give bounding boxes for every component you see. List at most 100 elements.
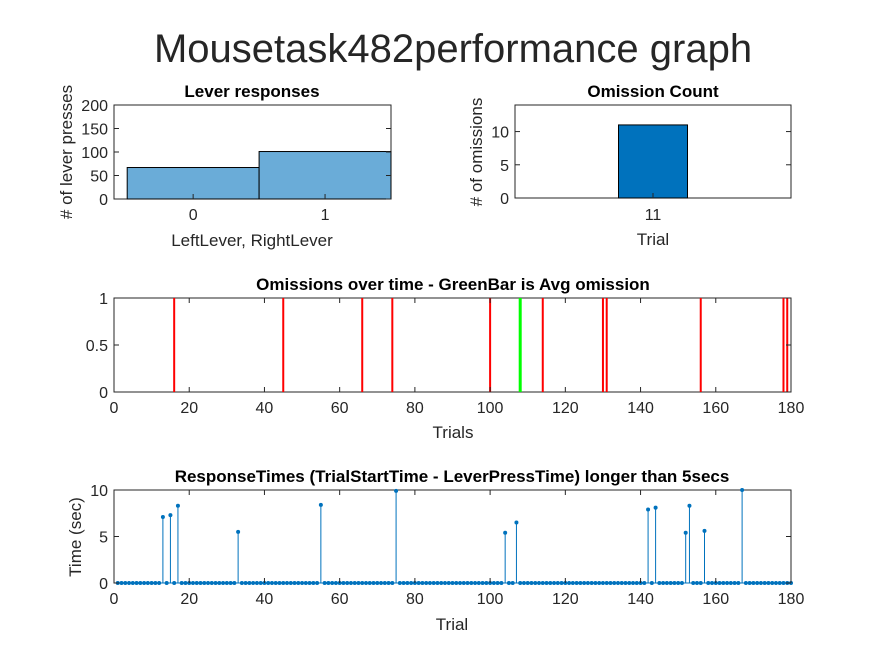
response-point bbox=[642, 581, 647, 585]
response-point bbox=[773, 581, 778, 585]
response-point bbox=[683, 530, 688, 535]
response-point bbox=[634, 581, 639, 585]
response-point bbox=[544, 581, 549, 585]
response-point bbox=[702, 528, 707, 533]
omission-count-title: Omission Count bbox=[587, 82, 719, 101]
response-point bbox=[127, 581, 132, 585]
response-point bbox=[717, 581, 722, 585]
response-point bbox=[382, 581, 387, 585]
response-point bbox=[446, 581, 451, 585]
lever-y-tick-label: 100 bbox=[81, 145, 108, 162]
response-point bbox=[266, 581, 271, 585]
response-times-x-tick-label: 160 bbox=[702, 591, 729, 608]
lever-bar bbox=[258, 151, 392, 200]
response-point bbox=[183, 581, 188, 585]
response-point bbox=[777, 581, 782, 585]
response-point bbox=[469, 581, 474, 585]
response-point bbox=[149, 581, 154, 585]
lever-x-tick-label: 0 bbox=[189, 207, 198, 224]
response-point bbox=[668, 581, 673, 585]
response-point bbox=[258, 581, 263, 585]
response-point bbox=[589, 581, 594, 585]
response-point bbox=[506, 581, 511, 585]
response-point bbox=[394, 488, 399, 493]
response-point bbox=[330, 581, 335, 585]
response-point bbox=[371, 581, 376, 585]
response-point bbox=[540, 581, 545, 585]
response-point bbox=[567, 581, 572, 585]
response-point bbox=[679, 581, 684, 585]
response-times-y-tick-label: 0 bbox=[99, 576, 108, 593]
response-point bbox=[537, 581, 542, 585]
response-point bbox=[386, 581, 391, 585]
response-point bbox=[476, 581, 481, 585]
omissions-time-x-tick-label: 120 bbox=[552, 400, 579, 417]
response-times-chart: ResponseTimes (TrialStartTime - LeverPre… bbox=[66, 467, 804, 634]
response-point bbox=[687, 503, 692, 508]
response-point bbox=[661, 581, 666, 585]
response-point bbox=[307, 581, 312, 585]
response-point bbox=[657, 581, 662, 585]
response-point bbox=[273, 581, 278, 585]
response-point bbox=[732, 581, 737, 585]
response-point bbox=[288, 581, 293, 585]
response-point bbox=[698, 581, 703, 585]
response-point bbox=[405, 581, 410, 585]
response-point bbox=[157, 581, 162, 585]
response-point bbox=[631, 581, 636, 585]
response-point bbox=[119, 581, 124, 585]
response-point bbox=[397, 581, 402, 585]
response-point bbox=[664, 581, 669, 585]
response-point bbox=[465, 581, 470, 585]
response-point bbox=[401, 581, 406, 585]
response-point bbox=[484, 581, 489, 585]
response-point bbox=[548, 581, 553, 585]
response-times-y-tick-label: 10 bbox=[90, 483, 108, 500]
response-point bbox=[518, 581, 523, 585]
response-point bbox=[458, 581, 463, 585]
response-point bbox=[604, 581, 609, 585]
response-point bbox=[315, 581, 320, 585]
response-point bbox=[710, 581, 715, 585]
response-point bbox=[285, 581, 290, 585]
omission-count-y-axis-label: # of omissions bbox=[467, 98, 486, 207]
omissions-time-x-tick-label: 40 bbox=[256, 400, 274, 417]
omissions-time-y-tick-label: 0 bbox=[99, 385, 108, 402]
response-point bbox=[224, 581, 229, 585]
response-point bbox=[728, 581, 733, 585]
response-times-x-tick-label: 60 bbox=[331, 591, 349, 608]
response-point bbox=[243, 581, 248, 585]
lever-y-tick-label: 50 bbox=[90, 169, 108, 186]
response-point bbox=[649, 581, 654, 585]
response-point bbox=[529, 581, 534, 585]
response-point bbox=[333, 581, 338, 585]
omissions-time-y-tick-label: 0.5 bbox=[86, 338, 108, 355]
response-point bbox=[552, 581, 557, 585]
response-point bbox=[345, 581, 350, 585]
lever-y-tick-label: 0 bbox=[99, 192, 108, 209]
response-point bbox=[424, 581, 429, 585]
response-point bbox=[521, 581, 526, 585]
response-point bbox=[676, 581, 681, 585]
response-point bbox=[593, 581, 598, 585]
response-point bbox=[600, 581, 605, 585]
response-point bbox=[574, 581, 579, 585]
response-point bbox=[706, 581, 711, 585]
omissions-over-time-chart: Omissions over time - GreenBar is Avg om… bbox=[86, 275, 805, 442]
omission-count-bar bbox=[618, 124, 688, 199]
omission-count-y-tick-label: 5 bbox=[500, 158, 509, 175]
response-point bbox=[303, 581, 308, 585]
response-point bbox=[168, 513, 173, 518]
response-point bbox=[473, 581, 478, 585]
response-point bbox=[130, 581, 135, 585]
response-point bbox=[254, 581, 259, 585]
response-times-x-tick-label: 0 bbox=[110, 591, 119, 608]
omissions-time-x-tick-label: 100 bbox=[477, 400, 504, 417]
response-point bbox=[510, 581, 515, 585]
response-point bbox=[627, 581, 632, 585]
response-point bbox=[138, 581, 143, 585]
response-point bbox=[755, 581, 760, 585]
lever-y-tick-label: 200 bbox=[81, 98, 108, 115]
response-point bbox=[318, 502, 323, 507]
